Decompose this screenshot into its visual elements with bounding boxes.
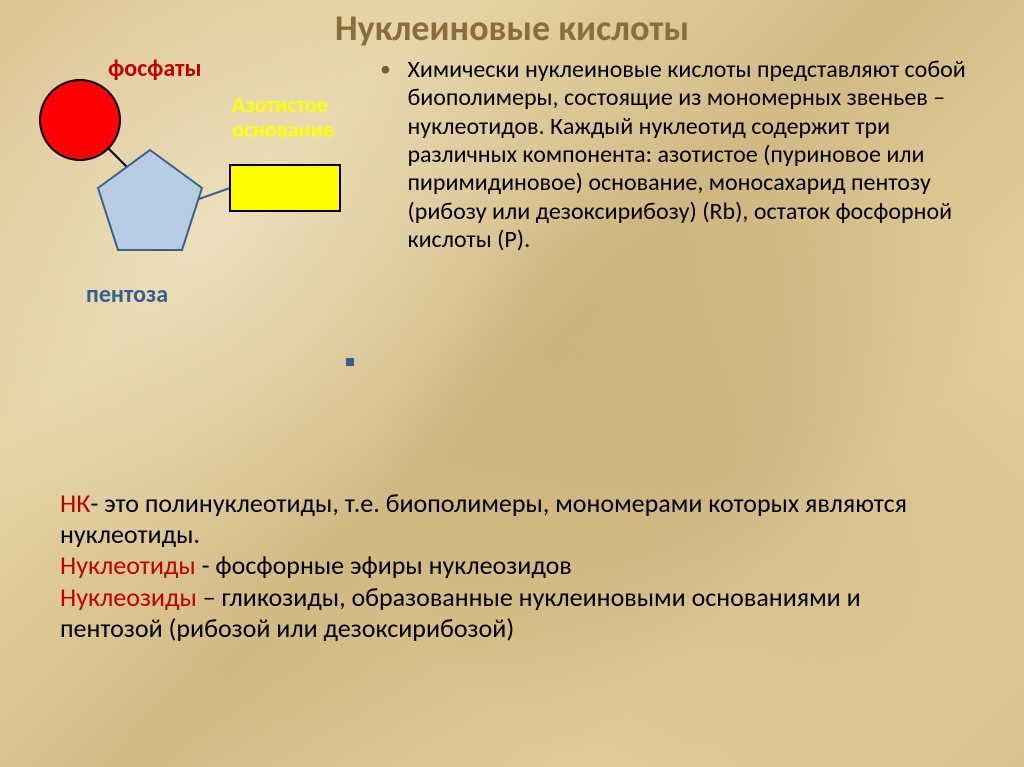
pentose-pentagon	[98, 150, 202, 250]
phosphate-circle	[40, 80, 120, 160]
slide-title: Нуклеиновые кислоты	[0, 6, 1024, 50]
nucleotide-diagram	[20, 60, 380, 320]
term-nk: НК	[60, 487, 90, 519]
term-nucleotides: Нуклеотиды	[60, 549, 196, 581]
bullet-icon: •	[380, 56, 402, 82]
label-pentose: пентоза	[86, 280, 168, 309]
definitions-block: НК- это полинуклеотиды, т.е. биополимеры…	[60, 488, 960, 644]
term-nucleosides: Нуклеозиды	[60, 581, 197, 613]
body-paragraph: • Химически нуклеиновые кислоты представ…	[380, 56, 1000, 254]
base-rectangle	[230, 165, 340, 211]
body-text-content: Химически нуклеиновые кислоты представля…	[407, 56, 997, 254]
tiny-square-icon	[346, 358, 354, 366]
slide: Нуклеиновые кислоты фосфаты Азотистое ос…	[0, 0, 1024, 767]
def-nk: - это полинуклеотиды, т.е. биополимеры, …	[60, 487, 907, 550]
def-nucleotides: - фосфорные эфиры нуклеозидов	[196, 549, 572, 581]
connector-circle-pentagon	[108, 148, 128, 168]
